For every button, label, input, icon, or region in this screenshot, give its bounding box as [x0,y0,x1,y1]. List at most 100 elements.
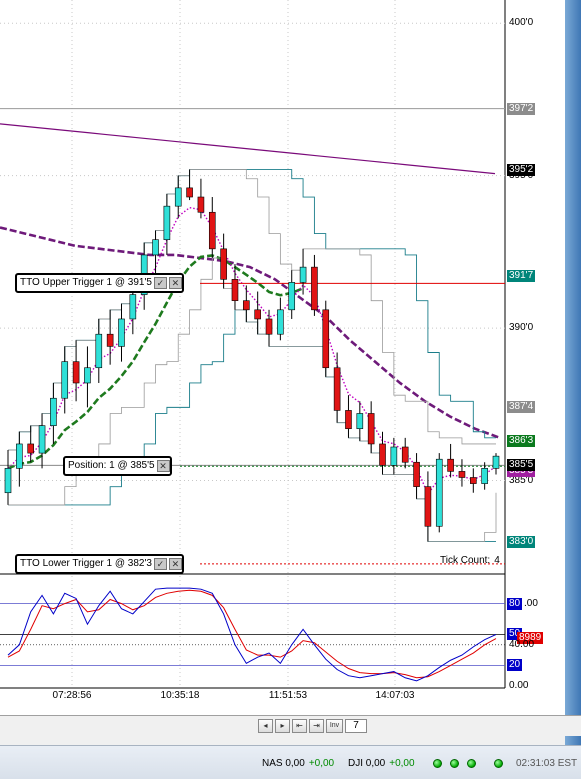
candle-body [424,486,432,527]
chart-tab-bar: ◂ ▸ ⇤ ⇥ Inv 7 [0,715,581,736]
fast-ema-line [7,206,497,496]
candle-body [38,425,46,454]
price-axis-label: 400'0 [509,17,534,29]
close-icon[interactable]: ✕ [168,557,182,570]
candle-body [288,282,296,311]
dji-label: DJI 0,00 [348,758,386,769]
candle-body [447,458,454,472]
price-tag: 385'5 [507,459,536,472]
oscillator-axis-label: 40.00 [509,638,535,650]
connection-status-icon [467,759,476,768]
price-tag: 391'7 [507,270,536,283]
candle-body [470,477,477,484]
oscillator-axis-label: 80 [507,597,523,610]
oscillator-axis-label: 8989 [517,631,544,644]
candle-body [322,309,330,369]
position-order-box[interactable]: Position: 1 @ 385'5 ✕ [63,456,172,477]
tab-last-icon[interactable]: ⇥ [309,719,324,733]
candle-body [174,187,182,207]
candle-body [27,443,34,454]
window-right-border [565,0,581,778]
candle-body [413,461,420,487]
candle-body [106,333,114,347]
time-axis-label: 10:35:18 [160,690,200,701]
candle-body [16,443,23,469]
check-icon[interactable]: ✓ [153,277,167,290]
oscillator-signal-line [7,589,497,679]
tick-count-value: 4 [494,555,500,566]
candle-body [186,187,193,198]
candle-body [72,361,80,384]
oscillator-axis-label: 0.00 [509,680,529,691]
candle-body [356,413,364,430]
lower-trigger-label: TTO Lower Trigger 1 @ 382'3 [20,557,152,569]
candle-body [379,443,386,466]
tick-count: Tick Count: 4 [436,555,500,566]
slow-ema-line [0,123,496,175]
price-chart[interactable]: TTO Upper Trigger 1 @ 391'5 ✓ ✕ Position… [0,0,581,715]
candle-body [265,318,273,335]
candle-body [231,279,239,301]
candle-body [163,205,171,240]
oscillator-axis-label: .00 [524,597,538,609]
candle-body [390,446,398,466]
upper-trigger-label: TTO Upper Trigger 1 @ 391'5 [20,277,152,289]
candle-body [208,211,216,250]
candle-body [311,266,318,311]
candle-body [458,471,466,478]
candle-body [95,333,103,369]
close-icon[interactable]: ✕ [156,460,170,473]
tab-scroll-right-icon[interactable]: ▸ [275,719,290,733]
dji-change: +0,00 [389,758,415,769]
status-clock: 02:31:03 EST [516,758,578,769]
candle-body [367,413,375,445]
window-bottom-strip [0,735,565,745]
candle-body [345,410,352,430]
candle-body [61,361,69,399]
candle-body [152,239,159,256]
candle-body [50,397,57,426]
oscillator-main-line [7,587,497,682]
tick-count-label: Tick Count: [440,555,491,566]
time-axis-label: 11:51:53 [268,690,308,701]
close-icon[interactable]: ✕ [168,277,182,290]
dji-quote: DJI 0,00 +0,00 [348,758,415,769]
candle-body [492,455,500,469]
price-tag: 395'2 [507,163,536,176]
connection-status-icon [494,759,503,768]
candle-body [299,266,307,283]
upper-trigger-order-box[interactable]: TTO Upper Trigger 1 @ 391'5 ✓ ✕ [15,273,184,294]
position-label: Position: 1 @ 385'5 [68,460,155,472]
status-bar: NAS 0,00 +0,00 DJI 0,00 +0,00 02:31:03 EST [0,745,581,779]
nas-label: NAS 0,00 [262,758,305,769]
candle-body [277,309,284,335]
green-ema-line [7,254,304,470]
time-axis-label: 07:28:56 [52,690,92,701]
tab-scroll-left-icon[interactable]: ◂ [258,719,273,733]
oscillator-axis-label: 20 [507,659,523,672]
candle-body [118,318,125,347]
price-tag: 386'3 [507,434,536,447]
candle-body [220,248,227,280]
lower-trigger-order-box[interactable]: TTO Lower Trigger 1 @ 382'3 ✓ ✕ [15,553,184,574]
mid-ema-line [0,226,501,440]
time-axis-label: 14:07:03 [375,690,415,701]
tab-first-icon[interactable]: ⇤ [292,719,307,733]
candle-body [435,458,443,527]
price-tag: 397'2 [507,102,536,115]
nas-change: +0,00 [308,758,335,769]
tab-inv-button[interactable]: Inv [326,719,343,733]
candle-body [243,300,250,311]
price-tag: 383'0 [507,535,536,548]
chart-canvas[interactable] [0,0,581,715]
candle-body [333,367,341,411]
candle-body [481,468,488,484]
tab-7[interactable]: 7 [345,719,367,733]
connection-status-icon [450,759,459,768]
price-axis-label: 390'0 [509,322,534,334]
candle-body [4,468,12,494]
nas-quote: NAS 0,00 +0,00 [262,758,334,769]
connection-status-icon [433,759,442,768]
candle-body [401,446,409,463]
check-icon[interactable]: ✓ [153,557,167,570]
